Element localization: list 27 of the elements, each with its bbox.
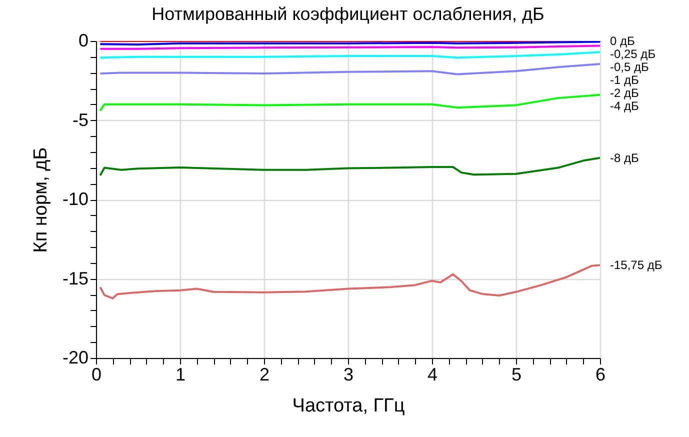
series-label: -8 дБ — [610, 150, 640, 165]
line-series — [99, 156, 600, 176]
line-series — [99, 62, 600, 76]
series-label: -0,25 дБ — [610, 47, 656, 61]
x-tick-label: 6 — [595, 364, 606, 384]
text: -2 дБ — [610, 86, 640, 100]
y-tick-label: -10 — [62, 189, 88, 209]
series-label: 0 дБ — [610, 34, 636, 48]
y-tick-label: 0 — [78, 30, 88, 50]
series-label: -15,75 дБ — [610, 258, 662, 272]
series-label: -4 дБ — [610, 99, 640, 113]
x-tick-label: 3 — [343, 364, 354, 384]
x-tick-label: 0 — [91, 364, 102, 384]
x-axis-title: Частота, ГГц — [292, 396, 405, 416]
y-axis-title: Кп норм, дБ — [30, 147, 52, 253]
x-tick-label: 1 — [175, 364, 186, 384]
x-tick-label: 2 — [259, 364, 270, 384]
x-tick-label: 5 — [511, 364, 522, 384]
series-label: -1 дБ — [610, 73, 640, 87]
line-series — [99, 94, 600, 112]
chart-title: Нотмированный коэффициент ослабления, дБ — [152, 4, 544, 24]
y-tick-label: -15 — [62, 268, 88, 288]
y-tick-label: -5 — [72, 110, 88, 130]
y-tick-label: -20 — [62, 348, 88, 368]
series-label: -0,5 дБ — [610, 60, 650, 74]
line-series — [99, 264, 600, 300]
x-tick-label: 4 — [427, 364, 438, 384]
